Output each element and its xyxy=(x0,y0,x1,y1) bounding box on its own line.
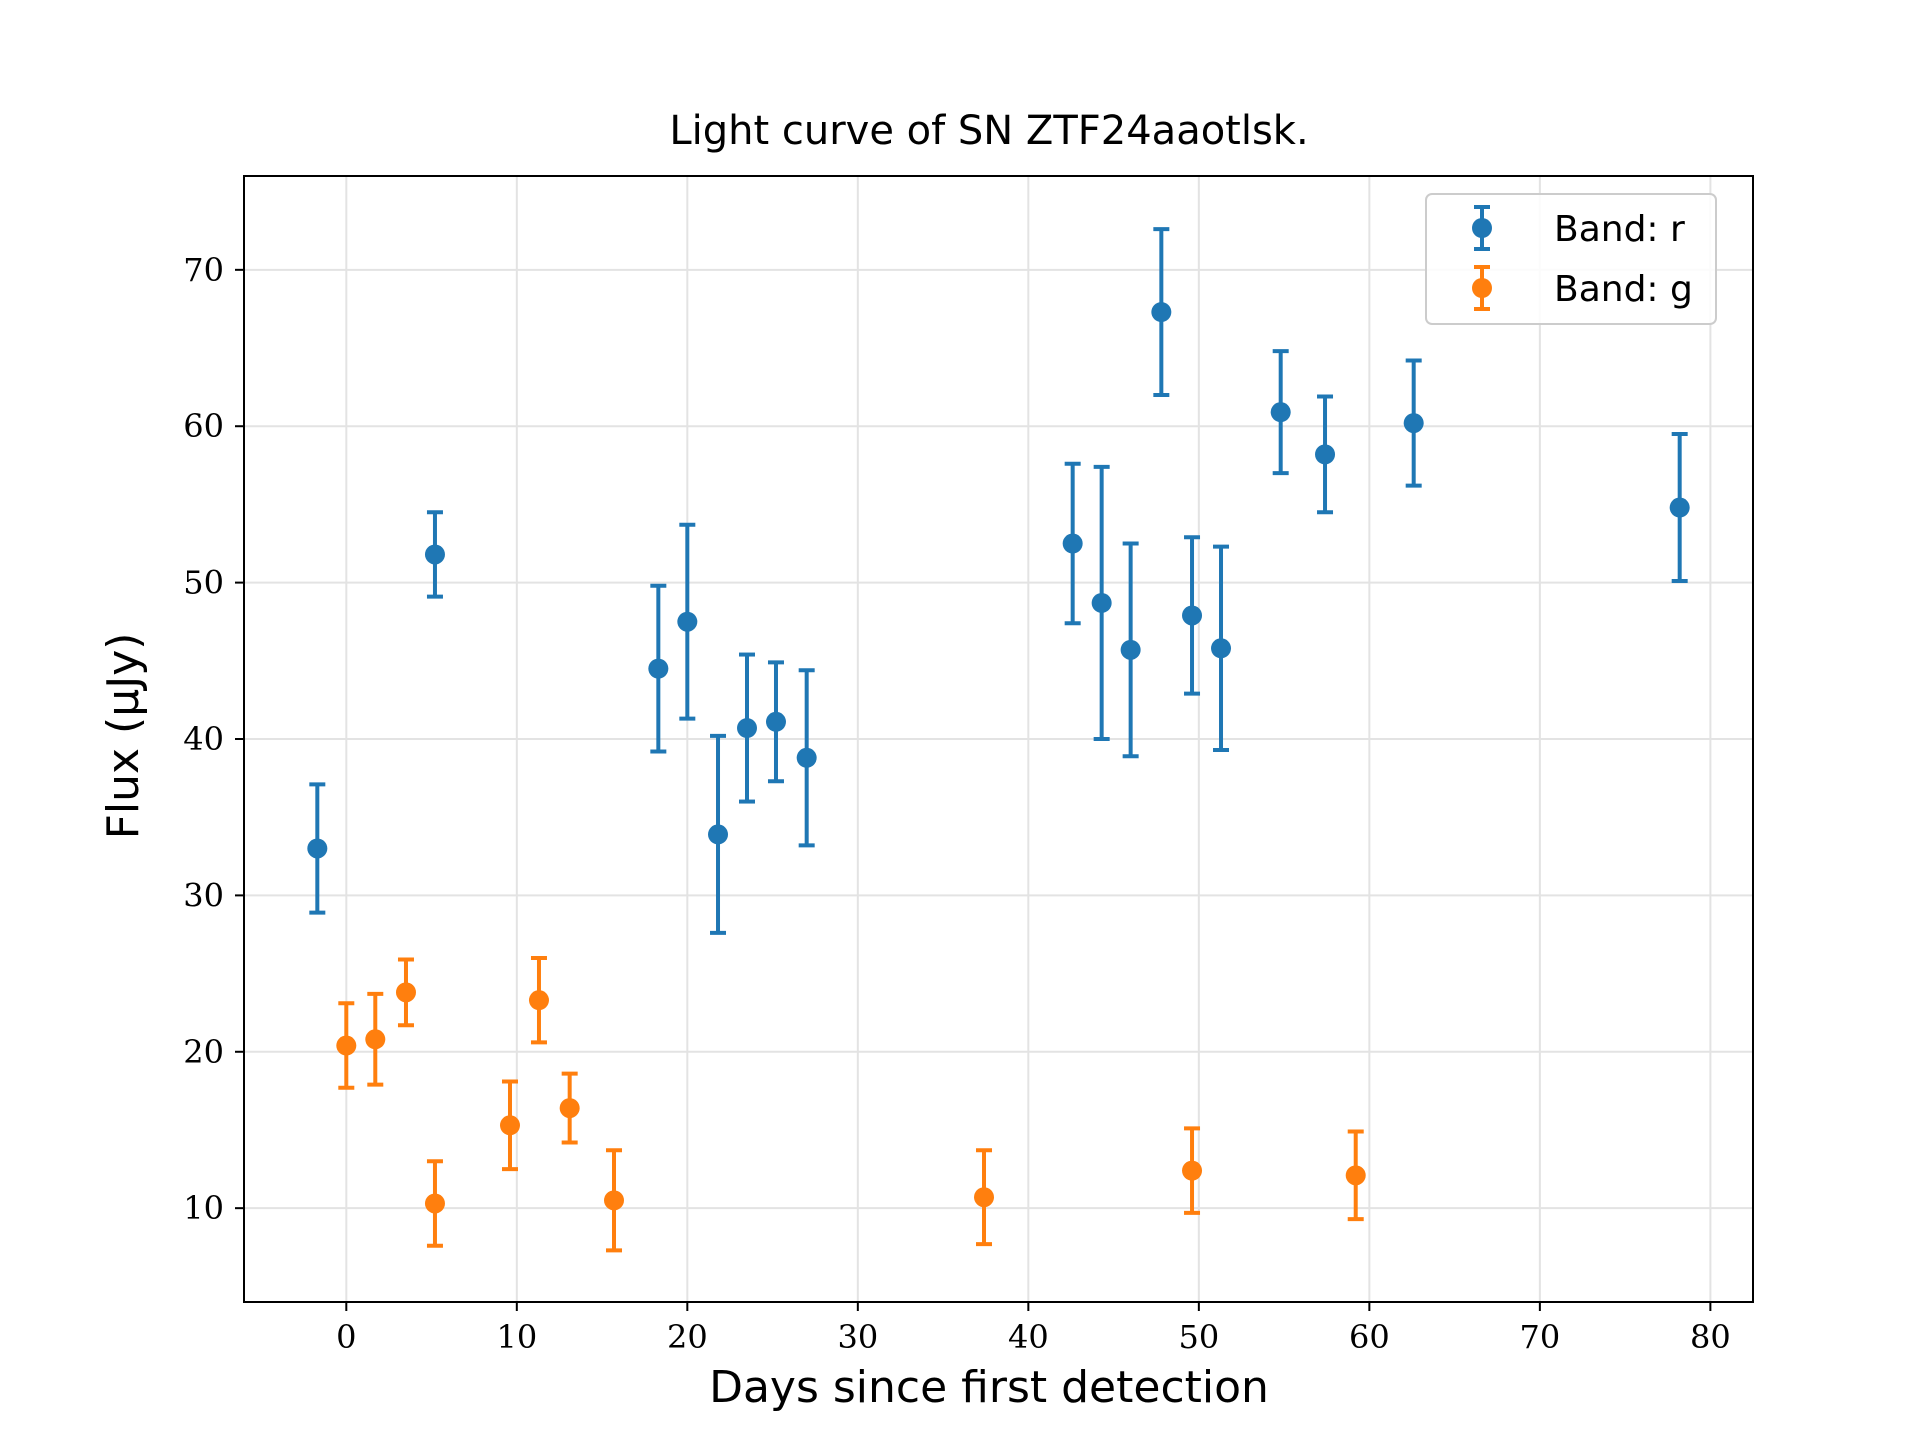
legend: Band: r Band: g xyxy=(1425,193,1717,325)
data-point xyxy=(395,982,416,1003)
data-point xyxy=(604,1190,625,1211)
x-tick-label: 70 xyxy=(1520,1318,1561,1356)
x-tick-label: 50 xyxy=(1178,1318,1219,1356)
y-tick-label: 50 xyxy=(183,564,224,602)
data-point xyxy=(708,824,729,845)
x-tick-label: 40 xyxy=(1008,1318,1049,1356)
grid-lines xyxy=(244,176,1753,1302)
y-tick-label: 20 xyxy=(183,1033,224,1071)
data-point xyxy=(559,1098,580,1119)
legend-box xyxy=(1425,193,1717,325)
axes: 0 10 20 30 40 50 60 70 80 10 20 30 40 50 60 70 xyxy=(183,175,1754,1356)
data-point xyxy=(1182,605,1203,626)
legend-item: Band: g xyxy=(1472,265,1693,311)
x-tick-label: 80 xyxy=(1690,1318,1731,1356)
data-point xyxy=(974,1187,995,1208)
y-tick-label: 60 xyxy=(183,407,224,445)
data-point xyxy=(1091,592,1112,613)
x-tick-label: 60 xyxy=(1349,1318,1390,1356)
data-point xyxy=(424,544,445,565)
y-axis-label: Flux (μJy) xyxy=(98,633,149,840)
data-point xyxy=(1062,533,1083,554)
x-tick-label: 30 xyxy=(837,1318,878,1356)
series-band-r xyxy=(307,227,1690,935)
data-point xyxy=(1270,402,1291,423)
legend-marker xyxy=(1472,218,1492,238)
y-tick-label: 10 xyxy=(183,1189,224,1227)
x-tick-label: 20 xyxy=(667,1318,708,1356)
data-point xyxy=(648,658,669,679)
x-tick-label: 10 xyxy=(496,1318,537,1356)
data-point xyxy=(737,718,757,739)
data-point xyxy=(1315,444,1336,465)
y-tick-label: 30 xyxy=(183,876,224,914)
x-axis-label: Days since first detection xyxy=(709,1362,1269,1413)
data-point xyxy=(1669,497,1690,518)
data-point xyxy=(1345,1165,1366,1186)
legend-item: Band: r xyxy=(1472,205,1685,251)
data-point xyxy=(307,838,328,859)
data-point xyxy=(1211,638,1232,659)
x-tick-label: 0 xyxy=(336,1318,356,1356)
legend-marker xyxy=(1472,278,1492,298)
data-point xyxy=(1403,413,1424,434)
data-point xyxy=(1151,302,1172,323)
data-point xyxy=(336,1035,357,1056)
data-point xyxy=(365,1029,386,1050)
data-point xyxy=(1120,639,1141,660)
y-tick-label: 70 xyxy=(183,251,224,289)
y-tick-label: 40 xyxy=(183,720,224,758)
data-point xyxy=(499,1115,520,1136)
chart-title: Light curve of SN ZTF24aaotlsk. xyxy=(669,108,1308,154)
data-point xyxy=(528,990,549,1011)
series-band-g xyxy=(336,955,1366,1253)
data-point xyxy=(765,711,786,732)
data-point xyxy=(796,747,817,768)
data-point xyxy=(1182,1160,1203,1181)
data-point xyxy=(424,1193,445,1214)
data-point xyxy=(677,611,698,632)
legend-label: Band: r xyxy=(1554,209,1685,250)
legend-label: Band: g xyxy=(1554,269,1693,310)
data-series xyxy=(307,227,1690,1253)
